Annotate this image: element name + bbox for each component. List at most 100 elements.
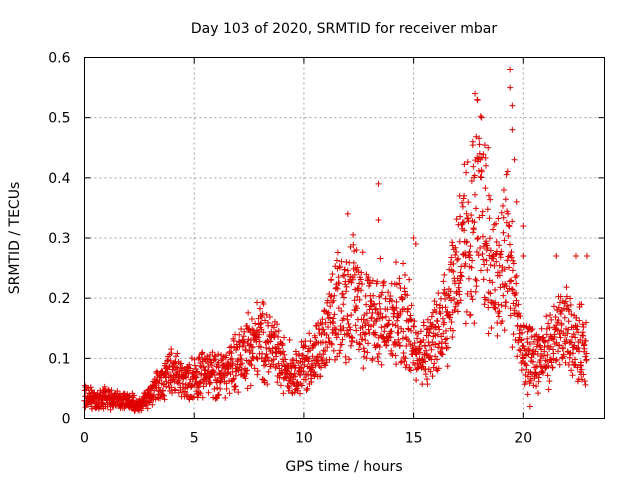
data-point xyxy=(571,342,578,349)
data-point xyxy=(481,301,488,308)
data-point xyxy=(347,326,354,333)
data-point xyxy=(375,350,382,357)
data-point xyxy=(393,304,400,311)
data-point xyxy=(481,261,488,268)
data-point xyxy=(505,232,512,239)
data-point xyxy=(522,378,529,385)
data-point xyxy=(369,309,376,316)
data-point xyxy=(449,334,456,341)
data-point xyxy=(505,210,512,217)
x-tick-label: 0 xyxy=(80,431,89,447)
data-point xyxy=(207,379,214,386)
data-point xyxy=(582,381,589,388)
data-point xyxy=(349,276,356,283)
data-point xyxy=(513,297,520,304)
data-point xyxy=(366,306,373,313)
data-point xyxy=(178,360,185,367)
data-point xyxy=(557,310,564,317)
data-point xyxy=(538,346,545,353)
data-point xyxy=(362,322,369,329)
data-point xyxy=(562,298,569,305)
data-point xyxy=(405,338,412,345)
data-point xyxy=(328,341,335,348)
data-point xyxy=(510,331,517,338)
data-point xyxy=(448,297,455,304)
data-point xyxy=(534,350,541,357)
data-point xyxy=(420,322,427,329)
data-point xyxy=(435,290,442,297)
data-point xyxy=(487,196,494,203)
data-point xyxy=(529,358,536,365)
data-point xyxy=(168,377,175,384)
data-point xyxy=(340,294,347,301)
data-point xyxy=(572,253,579,260)
data-point xyxy=(485,297,492,304)
data-point xyxy=(223,352,230,359)
data-point xyxy=(365,274,372,281)
data-point xyxy=(540,369,547,376)
data-point xyxy=(388,347,395,354)
data-point xyxy=(441,271,448,278)
data-point xyxy=(483,257,490,264)
data-point xyxy=(338,341,345,348)
data-point xyxy=(473,248,480,255)
data-point xyxy=(322,339,329,346)
data-point xyxy=(242,375,249,382)
data-point xyxy=(308,378,315,385)
data-point xyxy=(222,365,229,372)
data-point xyxy=(370,321,377,328)
data-point xyxy=(274,379,281,386)
data-point xyxy=(172,353,179,360)
data-point xyxy=(513,289,520,296)
data-point xyxy=(253,354,260,361)
data-point xyxy=(463,210,470,217)
data-point xyxy=(424,381,431,388)
data-point xyxy=(513,280,520,287)
data-point xyxy=(548,316,555,323)
data-point xyxy=(573,314,580,321)
data-point xyxy=(578,366,585,373)
data-point xyxy=(583,350,590,357)
data-point xyxy=(550,350,557,357)
data-point xyxy=(434,318,441,325)
data-point xyxy=(511,156,518,163)
data-point xyxy=(169,389,176,396)
data-point xyxy=(377,310,384,317)
data-point xyxy=(375,180,382,187)
data-point xyxy=(412,350,419,357)
data-point xyxy=(264,381,271,388)
data-point xyxy=(202,366,209,373)
data-point xyxy=(307,338,314,345)
data-point xyxy=(456,280,463,287)
data-point xyxy=(422,358,429,365)
data-point xyxy=(358,269,365,276)
data-point xyxy=(330,347,337,354)
data-point xyxy=(344,210,351,217)
data-point xyxy=(425,332,432,339)
data-point xyxy=(442,296,449,303)
data-point xyxy=(411,339,418,346)
data-point xyxy=(468,212,475,219)
data-point xyxy=(334,249,341,256)
data-point xyxy=(260,329,267,336)
data-point xyxy=(486,252,493,259)
data-point xyxy=(462,260,469,267)
data-point xyxy=(228,350,235,357)
data-point xyxy=(393,259,400,266)
data-point xyxy=(360,353,367,360)
data-point xyxy=(328,276,335,283)
data-point xyxy=(480,256,487,263)
data-point xyxy=(546,378,553,385)
data-point xyxy=(324,344,331,351)
data-point xyxy=(458,272,465,279)
data-point xyxy=(356,296,363,303)
data-point xyxy=(282,356,289,363)
data-point xyxy=(394,317,401,324)
data-point xyxy=(563,336,570,343)
data-point xyxy=(208,362,215,369)
data-point xyxy=(331,311,338,318)
data-point xyxy=(454,308,461,315)
data-point xyxy=(263,344,270,351)
data-point xyxy=(350,231,357,238)
